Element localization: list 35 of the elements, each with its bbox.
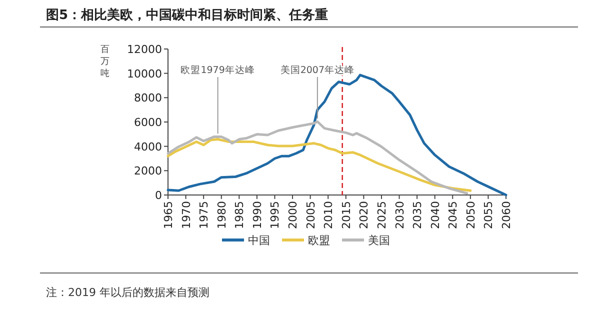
x-tick-label: 1970 xyxy=(180,201,193,229)
legend-label: 美国 xyxy=(368,234,390,247)
x-tick-label: 2000 xyxy=(286,201,300,229)
y-tick-label: 4000 xyxy=(134,140,162,154)
x-tick-label: 2035 xyxy=(411,201,424,229)
text: 注：2019 年以后的数据来自预测 xyxy=(46,286,210,299)
y-tick-label: 0 xyxy=(155,189,162,202)
x-tick-label: 2005 xyxy=(304,201,318,229)
x-tick-label: 2025 xyxy=(375,201,388,229)
chart-title: 图5：相比美欧，中国碳中和目标时间紧、任务重 xyxy=(46,7,328,23)
x-tick-label: 1965 xyxy=(162,201,175,229)
x-tick-label: 2050 xyxy=(464,201,478,229)
x-tick-label: 2045 xyxy=(446,201,460,229)
annotation: 美国2007年达峰 xyxy=(280,64,355,76)
y-tick-label: 2000 xyxy=(134,164,162,178)
x-tick-label: 2030 xyxy=(393,201,406,229)
y-axis-title: 百万吨 xyxy=(100,45,110,79)
y-tick-label: 8000 xyxy=(134,92,162,105)
y-tick-label: 12000 xyxy=(127,43,162,56)
x-tick-label: 1975 xyxy=(198,201,211,229)
x-tick-label: 1990 xyxy=(250,201,264,229)
x-tick-label: 2060 xyxy=(500,201,513,229)
x-tick-label: 1995 xyxy=(268,201,282,229)
legend-label: 中国 xyxy=(248,234,270,247)
annotation: 欧盟1979年达峰 xyxy=(180,64,255,76)
x-tick-label: 2015 xyxy=(340,201,353,229)
x-tick-label: 2055 xyxy=(482,201,496,229)
x-tick-label: 2020 xyxy=(358,201,371,229)
x-tick-label: 2040 xyxy=(428,201,442,229)
x-tick-label: 2010 xyxy=(322,201,336,229)
x-tick-label: 1980 xyxy=(215,201,228,229)
legend-label: 欧盟 xyxy=(308,234,330,247)
y-tick-label: 10000 xyxy=(127,67,162,80)
x-tick-label: 1985 xyxy=(233,201,246,229)
y-tick-label: 6000 xyxy=(134,116,162,129)
